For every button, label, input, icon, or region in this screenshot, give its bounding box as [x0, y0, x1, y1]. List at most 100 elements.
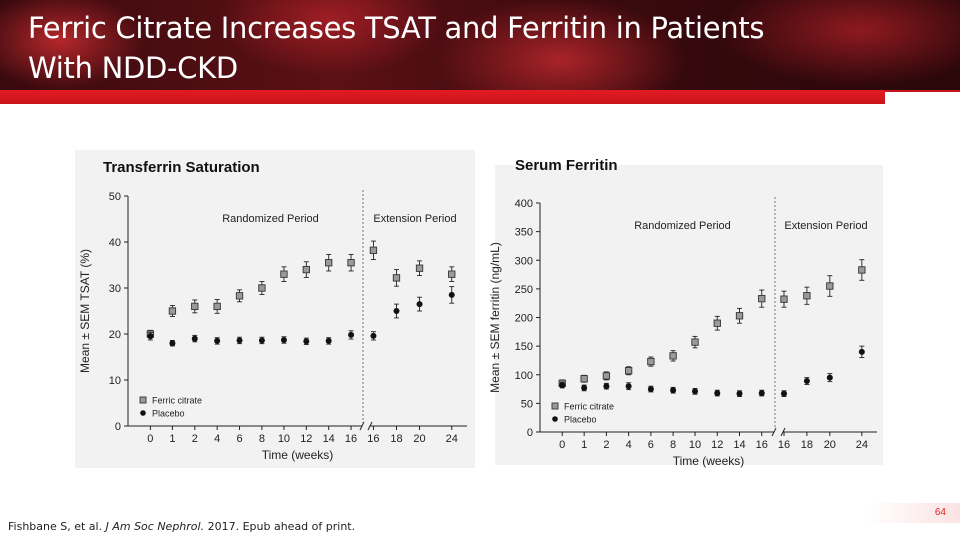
legend-label-ferric-citrate: Ferric citrate — [564, 402, 614, 412]
data-point-ferric-citrate — [780, 295, 788, 303]
data-point-placebo — [169, 340, 176, 347]
x-tick-label: 8 — [259, 433, 265, 445]
data-point-placebo — [303, 338, 310, 345]
data-point-placebo — [393, 308, 400, 314]
y-tick-label: 400 — [515, 198, 533, 210]
data-point-ferric-citrate — [580, 375, 588, 383]
x-tick-label: 12 — [300, 433, 312, 445]
axis-break-mark — [780, 427, 786, 437]
legend-label-placebo: Placebo — [564, 415, 597, 425]
data-point-ferric-citrate — [325, 259, 333, 267]
data-point-ferric-citrate — [191, 302, 199, 311]
chart-background — [75, 150, 475, 468]
x-tick-label: 14 — [323, 433, 335, 445]
data-point-placebo — [736, 390, 743, 397]
data-point-ferric-citrate — [758, 294, 766, 303]
x-tick-label: 0 — [559, 439, 565, 451]
data-point-ferric-citrate — [735, 312, 744, 320]
x-tick-label: 16 — [345, 433, 357, 445]
y-tick-label: 0 — [527, 427, 533, 439]
data-point-ferric-citrate — [392, 274, 401, 282]
data-point-ferric-citrate — [280, 270, 288, 278]
y-axis-label: Mean ± SEM ferritin (ng/mL) — [488, 242, 502, 393]
y-axis-label: Mean ± SEM TSAT (%) — [78, 249, 92, 373]
period-label-randomized: Randomized Period — [634, 220, 731, 232]
legend-label-ferric-citrate: Ferric citrate — [152, 396, 202, 406]
data-point-placebo — [191, 335, 198, 342]
legend-label-placebo: Placebo — [152, 409, 185, 419]
data-point-ferric-citrate — [415, 264, 424, 272]
data-point-ferric-citrate — [235, 292, 244, 300]
x-tick-label: 24 — [446, 433, 458, 445]
y-tick-label: 0 — [115, 421, 121, 433]
y-tick-label: 10 — [109, 375, 121, 387]
data-point-placebo — [758, 390, 765, 397]
chart-title: Transferrin Saturation — [103, 159, 260, 176]
x-tick-label: 6 — [648, 439, 654, 451]
slide-title: Ferric Citrate Increases TSAT and Ferrit… — [28, 8, 765, 88]
x-axis-label: Time (weeks) — [262, 448, 334, 462]
x-tick-label: 1 — [169, 433, 175, 445]
y-tick-label: 250 — [515, 284, 533, 296]
data-point-placebo — [603, 383, 610, 390]
period-label-extension: Extension Period — [784, 220, 867, 232]
citation-authors: Fishbane S, et al. — [8, 520, 106, 533]
x-tick-label: 10 — [278, 433, 290, 445]
x-tick-label: 14 — [733, 439, 745, 451]
data-point-placebo — [647, 386, 654, 393]
page-number-box — [865, 503, 960, 523]
data-point-placebo — [370, 332, 377, 339]
y-tick-label: 150 — [515, 341, 533, 353]
data-point-placebo — [826, 374, 833, 381]
data-point-ferric-citrate — [213, 302, 221, 311]
data-point-ferric-citrate — [691, 338, 699, 346]
data-point-placebo — [348, 331, 355, 338]
data-point-ferric-citrate — [858, 266, 866, 274]
x-tick-label: 8 — [670, 439, 676, 451]
x-tick-label: 1 — [581, 439, 587, 451]
data-point-placebo — [147, 333, 154, 340]
data-point-placebo — [559, 382, 566, 389]
x-tick-label: 4 — [626, 439, 632, 451]
data-point-ferric-citrate — [624, 367, 633, 375]
data-point-placebo — [258, 337, 265, 344]
x-tick-label: 18 — [801, 439, 813, 451]
x-tick-label: 0 — [147, 433, 153, 445]
legend-marker-placebo — [552, 416, 558, 422]
data-point-ferric-citrate — [602, 372, 611, 380]
chart-background — [495, 165, 883, 465]
title-line-2: With NDD-CKD — [28, 51, 238, 85]
y-tick-label: 50 — [521, 398, 533, 410]
y-tick-label: 350 — [515, 227, 533, 239]
data-point-ferric-citrate — [347, 259, 355, 267]
data-point-ferric-citrate — [448, 270, 456, 278]
data-point-placebo — [625, 383, 632, 390]
x-tick-label: 18 — [390, 433, 402, 445]
data-point-ferric-citrate — [258, 284, 266, 292]
x-tick-label: 24 — [856, 439, 868, 451]
data-point-ferric-citrate — [168, 307, 177, 315]
data-point-ferric-citrate — [803, 292, 811, 300]
period-label-randomized: Randomized Period — [222, 213, 319, 225]
data-point-placebo — [448, 291, 455, 298]
y-tick-label: 100 — [515, 370, 533, 382]
data-point-ferric-citrate — [826, 282, 834, 290]
data-point-ferric-citrate — [647, 357, 655, 366]
y-tick-label: 50 — [109, 191, 121, 203]
x-tick-label: 16 — [778, 439, 790, 451]
accent-line — [885, 90, 960, 92]
title-line-1: Ferric Citrate Increases TSAT and Ferrit… — [28, 11, 765, 45]
accent-bar — [0, 90, 885, 104]
ferritin-chart: Serum Ferritin 0 50 100 150 200 250 300 350 400 0 1… — [488, 157, 883, 468]
data-point-placebo — [581, 384, 588, 391]
citation-journal: J Am Soc Nephrol. — [105, 520, 205, 533]
x-tick-label: 2 — [603, 439, 609, 451]
period-label-extension: Extension Period — [373, 213, 456, 225]
citation-details: 2017. Epub ahead of print. — [204, 520, 356, 533]
legend-marker-ferric-citrate — [551, 402, 559, 410]
title-banner: Ferric Citrate Increases TSAT and Ferrit… — [0, 0, 960, 90]
data-point-placebo — [780, 390, 787, 397]
data-point-ferric-citrate — [302, 265, 310, 274]
data-point-placebo — [236, 337, 243, 344]
